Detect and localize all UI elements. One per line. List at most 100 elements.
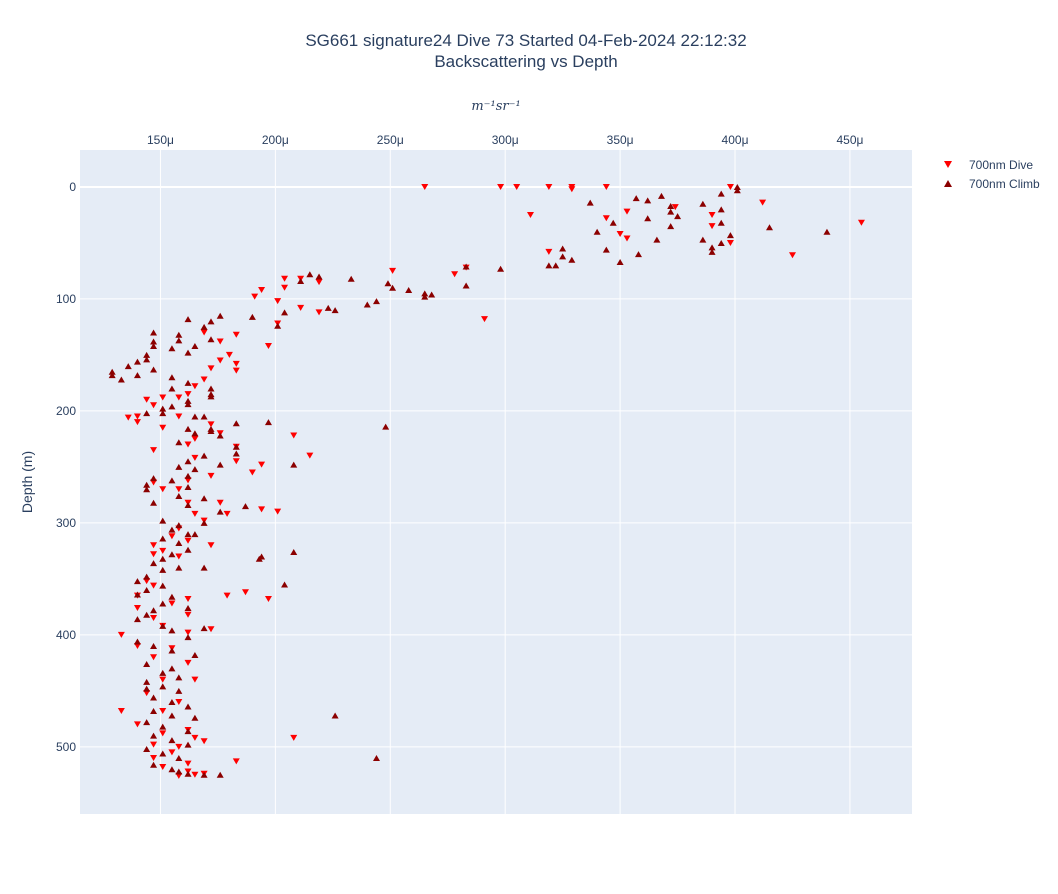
data-point	[200, 564, 208, 571]
data-point	[306, 271, 314, 278]
data-point	[184, 391, 192, 398]
data-point	[184, 472, 192, 479]
data-point	[184, 546, 192, 553]
y-tick-label: 500	[56, 740, 76, 754]
data-point	[143, 746, 151, 753]
data-point	[175, 743, 183, 750]
data-point	[159, 535, 167, 542]
data-point	[108, 372, 116, 379]
data-point	[264, 342, 272, 349]
data-point	[159, 676, 167, 683]
data-point	[264, 596, 272, 603]
data-point	[241, 589, 249, 596]
data-point	[657, 192, 665, 199]
data-point	[150, 338, 158, 345]
y-axis-ticks: 0 100 200 300 400 500	[56, 180, 76, 754]
data-point	[150, 447, 158, 454]
data-point	[616, 258, 624, 265]
data-point	[159, 723, 167, 730]
data-point	[184, 728, 192, 735]
data-point	[175, 553, 183, 560]
data-point	[133, 638, 141, 645]
legend-marker-climb	[944, 180, 952, 187]
data-point	[191, 714, 199, 721]
data-point	[150, 560, 158, 567]
legend-item-climb[interactable]: 700nm Climb	[944, 177, 1040, 191]
data-point	[232, 420, 240, 427]
data-point	[175, 394, 183, 401]
data-point	[191, 430, 199, 437]
data-point	[248, 313, 256, 320]
data-point	[191, 342, 199, 349]
data-point	[184, 703, 192, 710]
x-tick-label: 450μ	[836, 133, 863, 147]
data-point	[133, 358, 141, 365]
data-point	[159, 410, 167, 417]
data-point	[726, 183, 734, 190]
data-point	[191, 531, 199, 538]
data-point	[200, 495, 208, 502]
data-point	[255, 555, 263, 562]
data-point	[159, 669, 167, 676]
legend[interactable]: 700nm Dive 700nm Climb	[944, 158, 1040, 191]
data-point	[133, 578, 141, 585]
data-point	[602, 215, 610, 222]
data-point	[175, 687, 183, 694]
data-point	[191, 734, 199, 741]
data-point	[184, 760, 192, 767]
data-point	[331, 712, 339, 719]
data-point	[717, 206, 725, 213]
data-point	[175, 564, 183, 571]
data-point	[168, 403, 176, 410]
data-point	[274, 322, 282, 329]
y-tick-label: 400	[56, 628, 76, 642]
data-point	[200, 771, 208, 778]
data-point	[133, 591, 141, 598]
data-point	[216, 461, 224, 468]
data-point	[644, 215, 652, 222]
data-point	[232, 458, 240, 465]
data-point	[232, 331, 240, 338]
data-point	[708, 248, 716, 255]
plot-area	[80, 150, 912, 814]
chart-title-line-1: SG661 signature24 Dive 73 Started 04-Feb…	[305, 31, 746, 50]
data-point	[717, 239, 725, 246]
data-point	[207, 336, 215, 343]
data-point	[133, 721, 141, 728]
y-tick-label: 0	[69, 180, 76, 194]
data-point	[191, 383, 199, 390]
data-point	[184, 741, 192, 748]
data-point	[117, 707, 125, 714]
data-point	[602, 246, 610, 253]
data-point	[290, 734, 298, 741]
data-point	[159, 517, 167, 524]
data-point	[168, 737, 176, 744]
data-point	[207, 428, 215, 435]
data-point	[175, 439, 183, 446]
data-point	[108, 368, 116, 375]
data-point	[290, 432, 298, 439]
data-point	[175, 522, 183, 529]
data-point	[168, 374, 176, 381]
data-point	[200, 519, 208, 526]
data-point	[143, 396, 151, 403]
data-point	[159, 486, 167, 493]
data-point	[133, 604, 141, 611]
data-point	[191, 413, 199, 420]
data-point	[159, 394, 167, 401]
data-point	[251, 293, 259, 300]
data-point	[184, 441, 192, 448]
data-point	[159, 763, 167, 770]
data-point	[290, 461, 298, 468]
data-point	[644, 197, 652, 204]
data-point	[175, 413, 183, 420]
data-point	[150, 755, 158, 762]
data-point	[223, 592, 231, 599]
data-point	[200, 452, 208, 459]
data-point	[150, 542, 158, 549]
data-point	[290, 548, 298, 555]
data-point	[384, 280, 392, 287]
data-point	[175, 486, 183, 493]
legend-item-dive[interactable]: 700nm Dive	[944, 158, 1033, 172]
data-point	[133, 419, 141, 426]
